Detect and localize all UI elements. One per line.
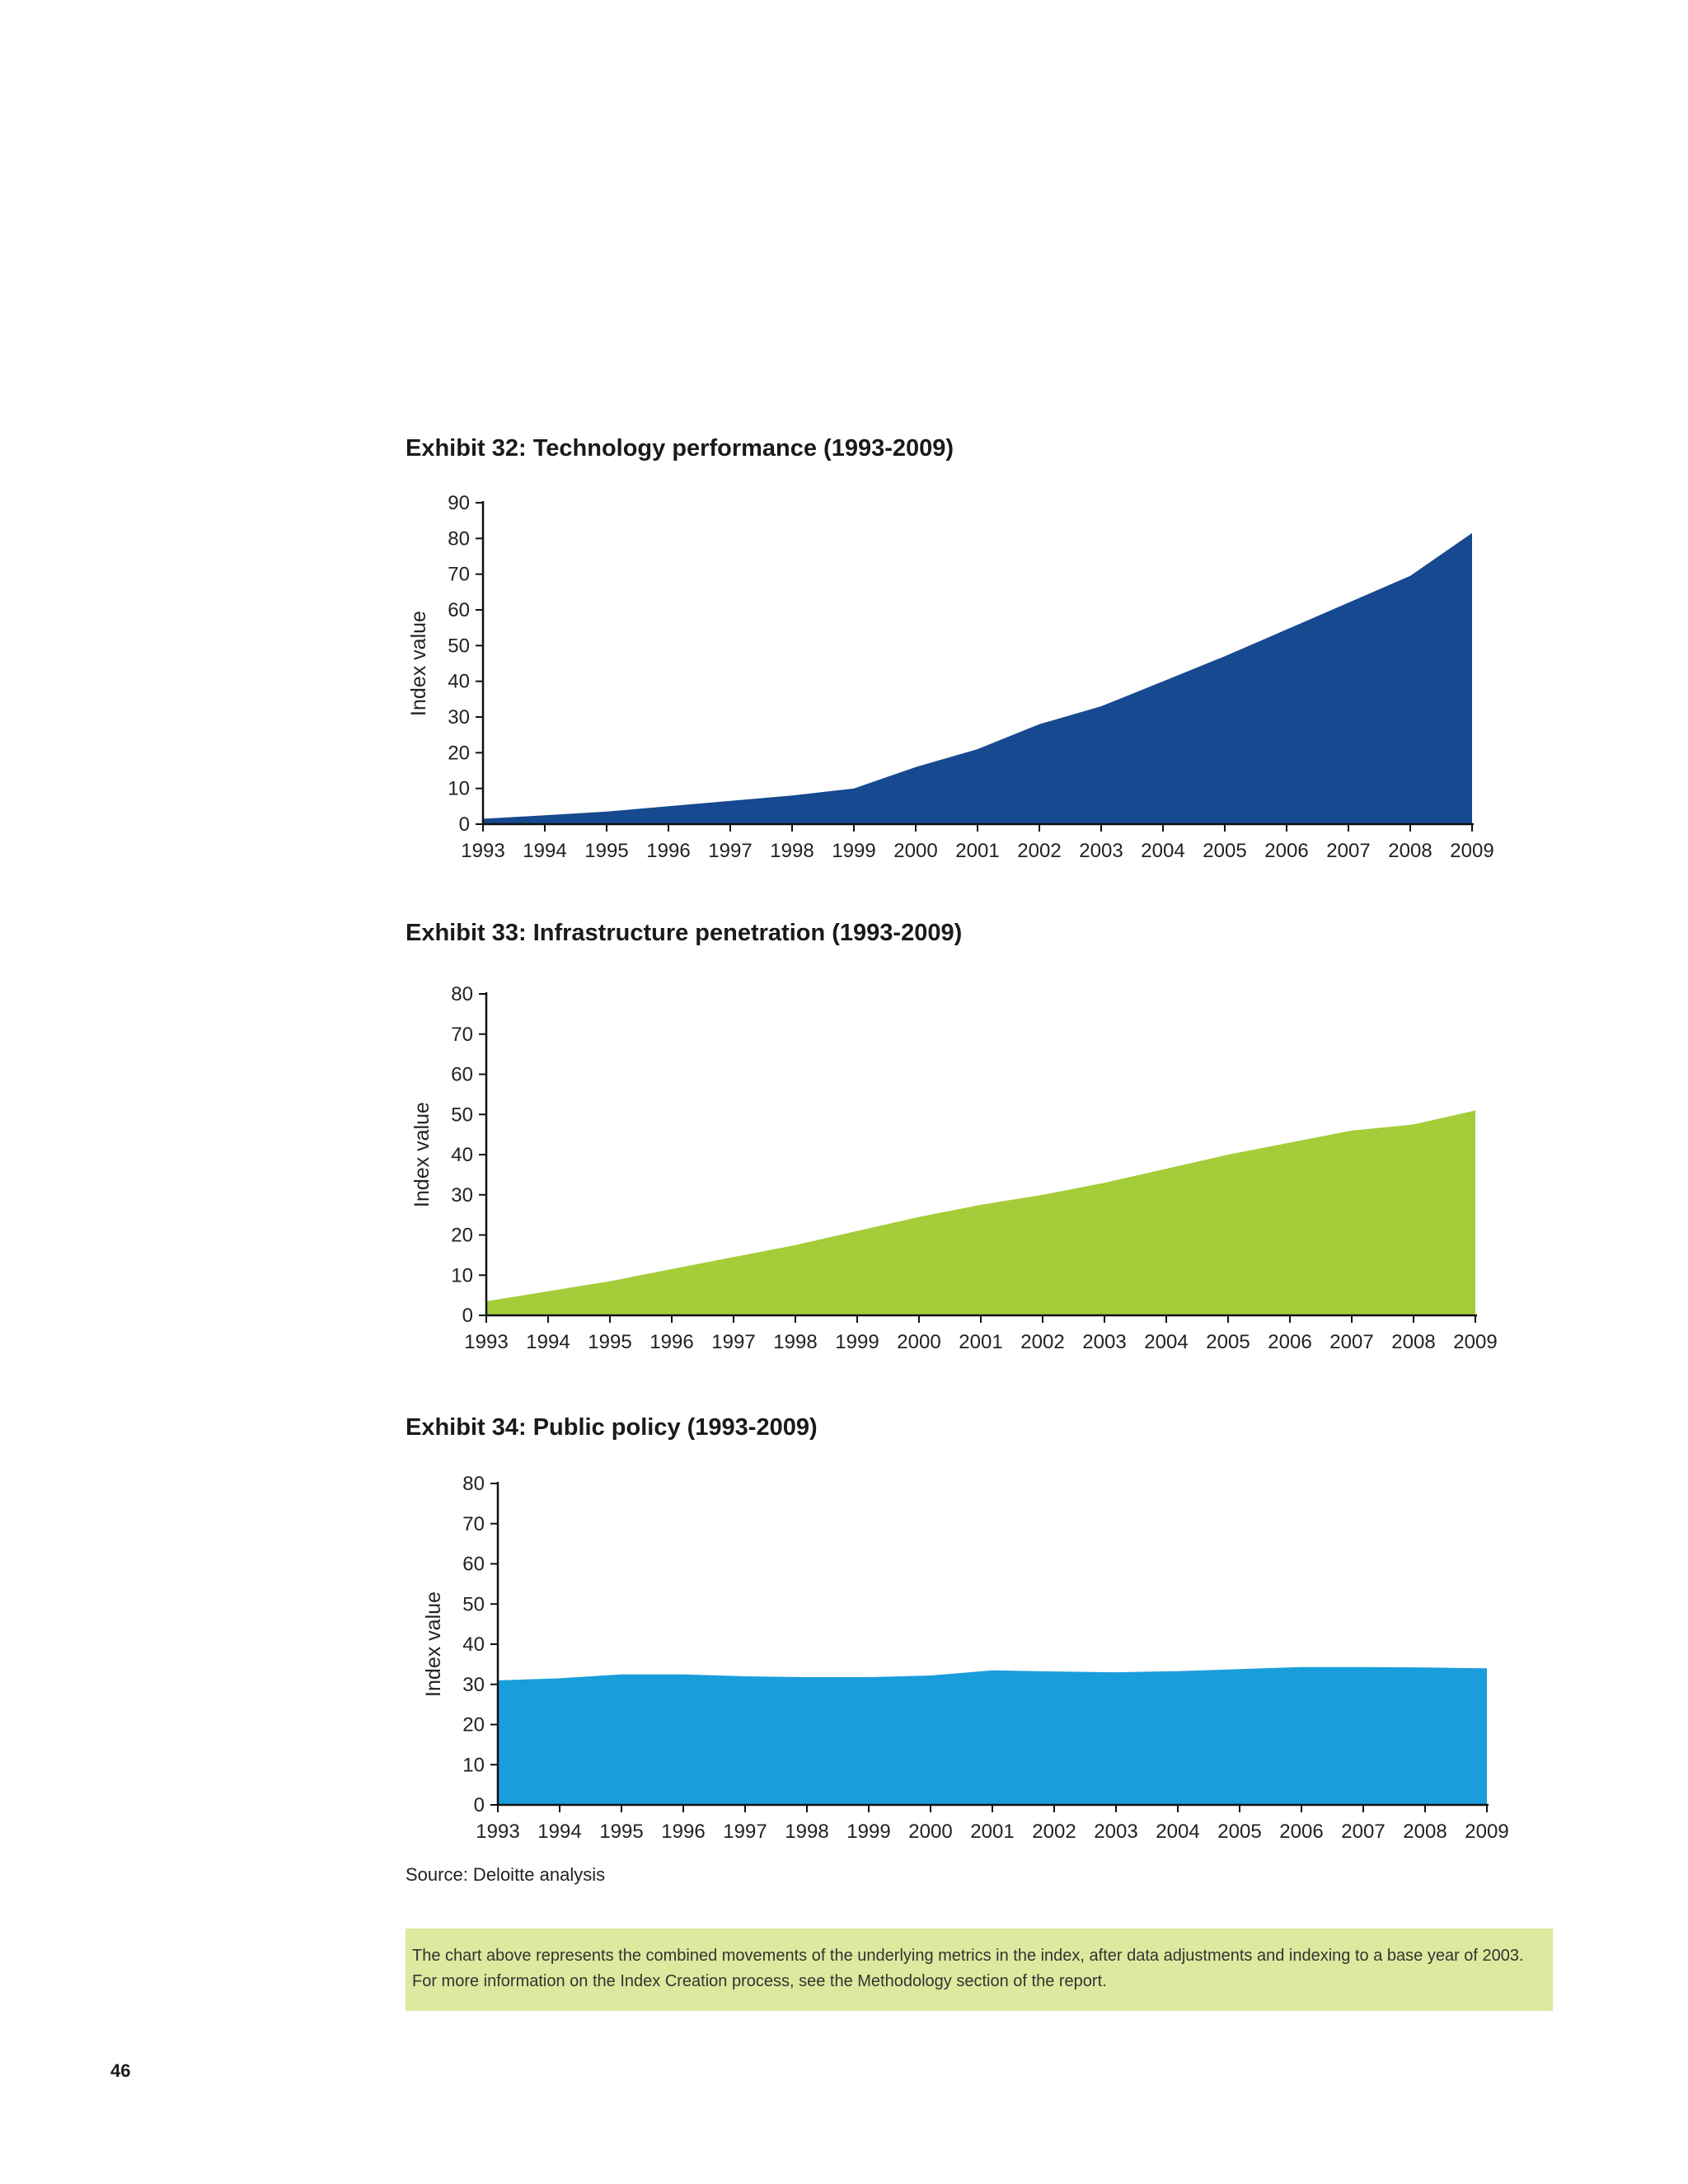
x-tick-label: 2008 xyxy=(1391,1331,1435,1353)
y-axis-label: Index value xyxy=(422,1591,445,1697)
x-tick-label: 2009 xyxy=(1450,840,1493,862)
y-tick-label: 30 xyxy=(462,1674,485,1696)
y-tick-label: 40 xyxy=(451,1144,473,1166)
x-tick-label: 2003 xyxy=(1094,1821,1137,1843)
x-tick-label: 2006 xyxy=(1264,840,1308,862)
x-tick-label: 2007 xyxy=(1326,840,1370,862)
page-number: 46 xyxy=(110,2060,131,2081)
exhibit-32-chart: 0 10 20 30 40 50 60 70 80 90 1993 1994 1995 1996 1997 1… xyxy=(407,492,1494,862)
x-tick-label: 2003 xyxy=(1082,1331,1126,1353)
y-tick-label: 90 xyxy=(448,492,470,514)
x-tick-label: 1997 xyxy=(723,1821,767,1843)
area-series xyxy=(486,1110,1475,1315)
x-tick-label: 2000 xyxy=(897,1331,940,1353)
y-tick-label: 80 xyxy=(451,983,473,1005)
x-tick-label: 2008 xyxy=(1388,840,1432,862)
x-tick-label: 1995 xyxy=(588,1331,631,1353)
source-note: Source: Deloitte analysis xyxy=(406,1864,606,1885)
x-tick-label: 1996 xyxy=(661,1821,705,1843)
x-tick-label: 2006 xyxy=(1279,1821,1323,1843)
x-tick-label: 2001 xyxy=(970,1821,1014,1843)
x-tick-label: 2007 xyxy=(1341,1821,1385,1843)
y-axis-label: Index value xyxy=(410,1102,434,1207)
methodology-note-line-2: For more information on the Index Creati… xyxy=(412,1972,1107,1990)
exhibit-33-chart: 0 10 20 30 40 50 60 70 80 1993 1994 1995 1996 1997 199… xyxy=(410,983,1498,1353)
y-tick-label: 40 xyxy=(448,671,470,693)
y-tick-label: 80 xyxy=(448,527,470,550)
x-tick-label: 1998 xyxy=(770,840,814,862)
x-tick-label: 2004 xyxy=(1144,1331,1188,1353)
y-tick-label: 70 xyxy=(448,564,470,586)
y-tick-label: 20 xyxy=(448,742,470,764)
y-tick-label: 80 xyxy=(462,1473,485,1495)
exhibit-32-title: Exhibit 32: Technology performance (1993… xyxy=(406,435,954,462)
y-tick-label: 50 xyxy=(448,635,470,657)
y-tick-label: 70 xyxy=(451,1024,473,1046)
x-tick-label: 1995 xyxy=(599,1821,643,1843)
x-tick-label: 1998 xyxy=(785,1821,828,1843)
x-tick-label: 1993 xyxy=(461,840,504,862)
area-series xyxy=(498,1666,1487,1805)
x-tick-label: 1999 xyxy=(846,1821,890,1843)
x-tick-label: 2002 xyxy=(1017,840,1061,862)
x-tick-label: 2000 xyxy=(893,840,937,862)
x-tick-label: 1999 xyxy=(835,1331,879,1353)
x-tick-label: 2004 xyxy=(1156,1821,1199,1843)
x-tick-label: 1997 xyxy=(708,840,752,862)
y-tick-label: 40 xyxy=(462,1633,485,1656)
y-tick-label: 20 xyxy=(451,1225,473,1247)
x-tick-label: 2009 xyxy=(1465,1821,1508,1843)
y-tick-label: 0 xyxy=(459,813,470,836)
x-tick-label: 1995 xyxy=(584,840,628,862)
y-tick-label: 50 xyxy=(451,1104,473,1126)
methodology-note-line-1: The chart above represents the combined … xyxy=(412,1947,1524,1965)
y-tick-label: 0 xyxy=(474,1794,485,1816)
y-tick-label: 60 xyxy=(451,1064,473,1086)
y-tick-label: 60 xyxy=(462,1554,485,1576)
y-tick-label: 60 xyxy=(448,599,470,621)
x-tick-label: 2009 xyxy=(1453,1331,1497,1353)
x-tick-label: 1994 xyxy=(526,1331,570,1353)
x-tick-label: 1994 xyxy=(523,840,566,862)
x-tick-label: 1994 xyxy=(537,1821,581,1843)
y-tick-label: 30 xyxy=(451,1184,473,1207)
x-tick-label: 1993 xyxy=(476,1821,519,1843)
x-tick-label: 2001 xyxy=(955,840,999,862)
x-tick-label: 1999 xyxy=(832,840,875,862)
x-tick-label: 2000 xyxy=(908,1821,952,1843)
exhibit-34-title: Exhibit 34: Public policy (1993-2009) xyxy=(406,1414,818,1441)
y-tick-label: 50 xyxy=(462,1593,485,1615)
y-tick-label: 10 xyxy=(462,1754,485,1776)
x-tick-label: 1996 xyxy=(646,840,690,862)
x-tick-label: 2002 xyxy=(1020,1331,1064,1353)
methodology-note: The chart above represents the combined … xyxy=(406,1929,1553,2011)
x-tick-label: 1993 xyxy=(464,1331,508,1353)
x-tick-label: 1997 xyxy=(711,1331,755,1353)
exhibit-34-chart: 0 10 20 30 40 50 60 70 80 1993 1994 1995 1996 1997 199… xyxy=(422,1473,1509,1843)
y-axis-label: Index value xyxy=(407,611,430,716)
x-tick-label: 2007 xyxy=(1329,1331,1373,1353)
x-tick-label: 2002 xyxy=(1032,1821,1076,1843)
y-tick-label: 0 xyxy=(462,1305,473,1327)
x-tick-label: 2008 xyxy=(1403,1821,1447,1843)
x-tick-label: 1996 xyxy=(649,1331,693,1353)
x-tick-label: 2003 xyxy=(1079,840,1123,862)
y-tick-label: 20 xyxy=(462,1714,485,1736)
x-tick-label: 1998 xyxy=(773,1331,817,1353)
x-tick-label: 2005 xyxy=(1217,1821,1261,1843)
x-tick-label: 2005 xyxy=(1206,1331,1250,1353)
y-tick-label: 10 xyxy=(451,1264,473,1286)
y-tick-label: 30 xyxy=(448,706,470,729)
x-tick-label: 2006 xyxy=(1268,1331,1311,1353)
x-tick-label: 2001 xyxy=(959,1331,1002,1353)
y-tick-label: 70 xyxy=(462,1513,485,1535)
exhibit-33-title: Exhibit 33: Infrastructure penetration (… xyxy=(406,920,963,946)
area-series xyxy=(483,532,1472,824)
x-tick-label: 2005 xyxy=(1203,840,1246,862)
x-tick-label: 2004 xyxy=(1141,840,1184,862)
y-tick-label: 10 xyxy=(448,778,470,800)
